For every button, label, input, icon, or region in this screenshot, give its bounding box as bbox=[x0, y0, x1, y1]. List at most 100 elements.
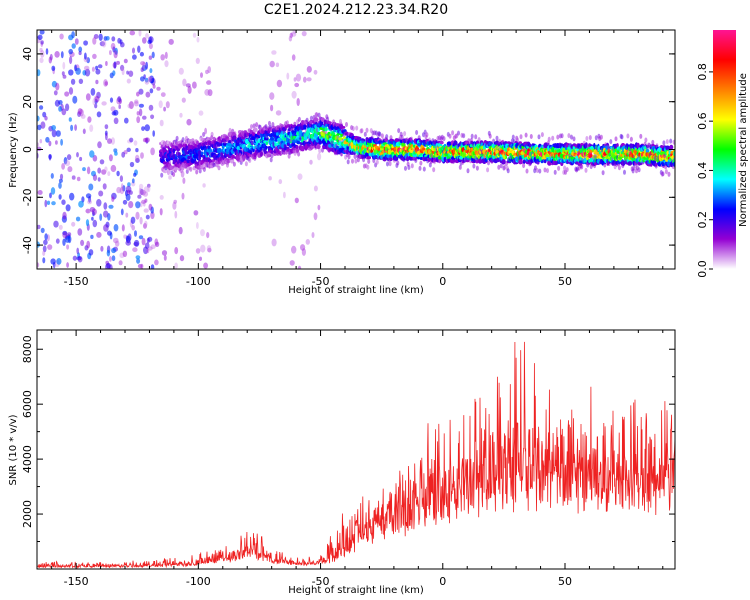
spectrogram-cell bbox=[293, 77, 297, 82]
spectrogram-cell bbox=[84, 65, 90, 71]
spectrogram-cell bbox=[265, 141, 268, 146]
colorbar-tick-label: 0.8 bbox=[696, 63, 709, 81]
spectrogram-cell bbox=[61, 71, 65, 76]
spectrogram-cell bbox=[207, 66, 211, 74]
spectrogram-cell bbox=[53, 220, 59, 228]
spectrogram-cell bbox=[145, 137, 149, 144]
spectrogram-cell bbox=[60, 138, 63, 146]
spectrogram-cell bbox=[40, 121, 46, 129]
spectrogram-cell bbox=[91, 66, 95, 72]
colorbar-gradient bbox=[713, 30, 736, 269]
y-tick-label: 20 bbox=[21, 95, 34, 109]
spectrogram-cell bbox=[135, 148, 139, 153]
spectrogram-cell bbox=[298, 129, 303, 135]
spectrogram-cell bbox=[77, 111, 82, 117]
spectrogram-cell bbox=[585, 136, 589, 141]
spectrogram-cell bbox=[144, 198, 148, 203]
spectrogram-cell bbox=[39, 57, 44, 64]
spectrogram-cell bbox=[109, 256, 112, 262]
spectrogram-cell bbox=[623, 169, 626, 175]
spectrogram-cell bbox=[271, 122, 275, 127]
spectrogram-cell bbox=[92, 98, 96, 106]
spectrogram-cell bbox=[519, 134, 523, 140]
spectrogram-cell bbox=[594, 135, 598, 141]
spectrogram-cell bbox=[130, 216, 136, 224]
spectrogram-cell bbox=[119, 252, 125, 259]
spectrogram-cell bbox=[300, 244, 306, 251]
spectrogram-cell bbox=[207, 89, 213, 97]
colorbar-tick-label: 0.6 bbox=[696, 112, 709, 130]
spectrogram-cell bbox=[181, 137, 185, 143]
spectrogram-cell bbox=[397, 128, 401, 134]
spectrogram-cell bbox=[474, 134, 478, 140]
spectrogram-cell bbox=[87, 199, 92, 205]
spectrogram-cell bbox=[386, 161, 389, 167]
spectrogram-cell bbox=[486, 167, 490, 173]
spectrogram-cell bbox=[347, 154, 351, 160]
spectrogram-cell bbox=[186, 159, 191, 164]
spectrogram-cell bbox=[448, 133, 452, 139]
spectrogram-cell bbox=[95, 68, 101, 75]
snr-y-ticks: 2000 4000 6000 8000 bbox=[21, 335, 675, 543]
spectrogram-cell bbox=[404, 165, 407, 171]
spectrogram-cell bbox=[125, 235, 129, 242]
spectrogram-cell bbox=[289, 260, 295, 266]
spectrogram-cell bbox=[82, 128, 86, 135]
spectrogram-cell bbox=[524, 132, 528, 138]
spectrogram-cell bbox=[78, 200, 84, 208]
spectrogram-cell bbox=[84, 245, 89, 251]
spectrogram-cell bbox=[43, 239, 48, 246]
spectrogram-cell bbox=[135, 201, 141, 209]
spectrogram-cell bbox=[217, 165, 221, 171]
spectrogram-cell bbox=[294, 197, 299, 204]
spectrogram-cell bbox=[107, 171, 111, 177]
spectrogram-cell bbox=[61, 163, 65, 170]
spectrogram-cell bbox=[250, 124, 253, 130]
spectrogram-cell bbox=[205, 69, 209, 75]
spectrogram-cell bbox=[232, 161, 236, 167]
spectrogram-cell bbox=[226, 162, 229, 168]
spectrogram-cell bbox=[129, 30, 136, 36]
spectrogram-cell bbox=[142, 137, 148, 143]
spectrogram-cell bbox=[110, 42, 116, 50]
spectrogram-cell bbox=[276, 79, 283, 88]
spectrogram-cell bbox=[269, 60, 275, 68]
spectrogram-cell bbox=[603, 162, 607, 168]
spectrogram-cell bbox=[305, 117, 309, 123]
spectrogram-cell bbox=[268, 176, 272, 181]
spectrogram-cell bbox=[286, 72, 290, 80]
spectrogram-cell bbox=[72, 255, 78, 261]
spectrogram-cell bbox=[265, 145, 268, 150]
spectrogram-cell bbox=[76, 152, 79, 158]
y-tick-label: 0 bbox=[21, 146, 34, 153]
spectrogram-cell bbox=[64, 91, 70, 97]
spectrogram-cell bbox=[488, 133, 492, 139]
spectrogram-cell bbox=[53, 90, 58, 96]
spectrogram-cell bbox=[174, 168, 177, 172]
spectrogram-cell bbox=[140, 67, 144, 72]
spectrogram-cell bbox=[278, 179, 283, 185]
spectrogram-cell bbox=[85, 208, 91, 214]
spectrogram-cell bbox=[238, 153, 242, 159]
spectrogram-cell bbox=[126, 147, 131, 152]
spectrogram-cell bbox=[345, 122, 348, 127]
spectrogram-cell bbox=[230, 159, 235, 164]
spectrogram-cell bbox=[262, 143, 266, 148]
spectrogram-cell bbox=[252, 123, 256, 129]
spectrogram-cell bbox=[107, 138, 112, 144]
spectrogram-cell bbox=[503, 155, 506, 160]
spectrogram-cell bbox=[171, 145, 177, 150]
spectrogram-cell bbox=[175, 159, 178, 163]
spectrogram-cell bbox=[96, 231, 102, 238]
spectrogram-cell bbox=[245, 138, 249, 145]
spectrogram-cell bbox=[143, 223, 147, 229]
spectrogram-cell bbox=[268, 120, 271, 126]
spectrogram-cell bbox=[42, 257, 46, 264]
spectrogram-cell bbox=[107, 230, 112, 236]
spectrogram-cell bbox=[144, 124, 150, 132]
spectrogram-cell bbox=[394, 138, 399, 143]
spectrogram-cell bbox=[134, 154, 140, 162]
spectrogram-cell bbox=[172, 201, 177, 210]
spectrogram-cell bbox=[75, 216, 81, 222]
